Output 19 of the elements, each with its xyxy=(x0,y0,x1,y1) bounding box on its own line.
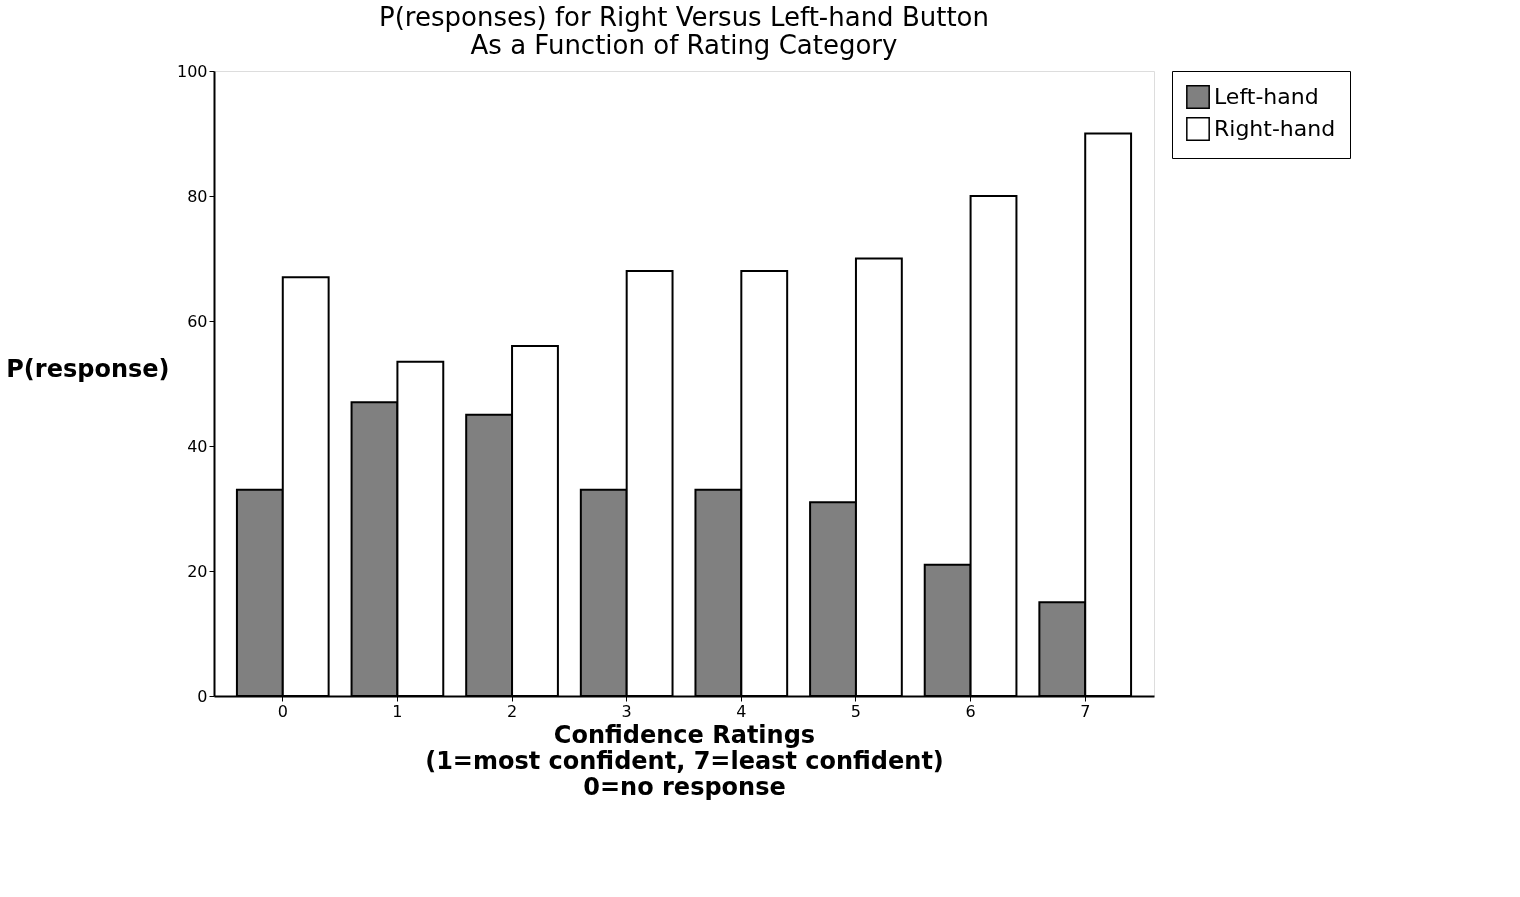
x-tick-label: 4 xyxy=(736,701,747,721)
x-tick-label: 7 xyxy=(1080,701,1091,721)
legend-label: Left-hand xyxy=(1214,84,1319,109)
x-tick-label: 2 xyxy=(506,701,518,721)
y-tick-label: 80 xyxy=(187,186,208,206)
y-tick-label: 20 xyxy=(187,561,208,581)
y-axis-title: P(response) xyxy=(6,354,170,383)
x-tick-label: 5 xyxy=(850,701,862,721)
y-tick-label: 0 xyxy=(197,686,208,706)
x-axis-title: Confidence Ratings (1=most confident, 7=least confident) 0=no response xyxy=(425,720,944,801)
y-tick-label: 60 xyxy=(187,311,208,331)
x-tick-label: 1 xyxy=(392,701,403,721)
y-tick-label: 40 xyxy=(187,436,208,456)
chart-title: P(responses) for Right Versus Left-hand Button As a Function of Rating Category xyxy=(379,2,989,60)
y-tick-label: 100 xyxy=(176,61,208,81)
x-tick-label: 3 xyxy=(621,701,632,721)
x-tick-label: 6 xyxy=(965,701,976,721)
legend-label: Right-hand xyxy=(1214,116,1336,141)
x-tick-label: 0 xyxy=(277,701,288,721)
